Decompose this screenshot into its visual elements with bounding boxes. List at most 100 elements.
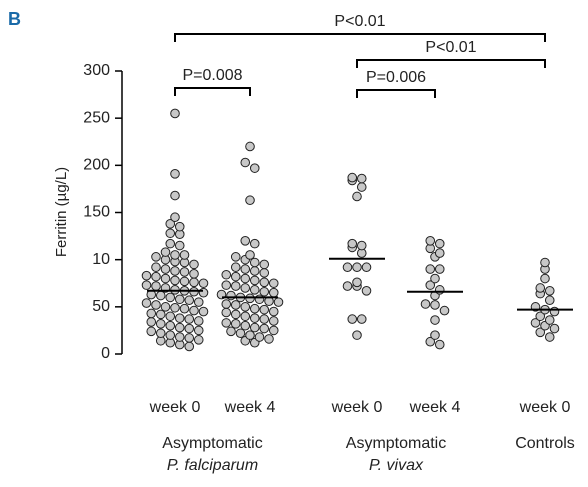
data-point bbox=[540, 273, 550, 284]
data-point bbox=[249, 285, 260, 295]
data-point bbox=[254, 332, 265, 342]
data-point bbox=[245, 141, 255, 152]
data-point bbox=[151, 252, 161, 262]
data-point bbox=[249, 313, 260, 323]
y-tick-label: 0 bbox=[101, 345, 110, 362]
data-point bbox=[268, 278, 279, 289]
data-point bbox=[425, 336, 436, 347]
data-point bbox=[160, 247, 171, 257]
data-point bbox=[249, 238, 260, 249]
data-point bbox=[434, 285, 445, 295]
data-point bbox=[245, 330, 255, 340]
data-point bbox=[155, 319, 166, 329]
data-point bbox=[430, 273, 440, 284]
data-point bbox=[249, 257, 260, 268]
group-sublabel: P. falciparum bbox=[167, 457, 258, 474]
data-point bbox=[273, 297, 284, 307]
data-point bbox=[434, 238, 445, 249]
data-point bbox=[165, 292, 176, 303]
data-point bbox=[160, 264, 171, 274]
data-point bbox=[165, 219, 176, 229]
data-point bbox=[230, 319, 241, 329]
data-point bbox=[249, 322, 260, 333]
data-point bbox=[356, 182, 367, 192]
data-point bbox=[155, 328, 166, 339]
data-point bbox=[230, 281, 241, 291]
data-point bbox=[221, 307, 232, 318]
data-point bbox=[249, 303, 260, 314]
data-point bbox=[179, 250, 190, 260]
y-tick-label: 10 bbox=[92, 251, 110, 268]
data-point bbox=[184, 323, 195, 334]
data-point bbox=[141, 280, 152, 290]
data-point bbox=[268, 316, 279, 326]
panel-label: B bbox=[8, 9, 21, 29]
significance-bracket bbox=[356, 89, 436, 98]
data-point bbox=[170, 266, 180, 276]
data-point bbox=[165, 320, 176, 331]
x-tick-label: week 0 bbox=[149, 399, 201, 416]
data-point bbox=[530, 318, 541, 328]
significance-bracket bbox=[174, 87, 251, 96]
data-point bbox=[174, 294, 185, 305]
x-tick-label: week 0 bbox=[331, 399, 383, 416]
data-point bbox=[179, 267, 190, 277]
y-tick-label: 200 bbox=[83, 157, 110, 174]
data-point bbox=[425, 280, 436, 290]
significance-label: P<0.01 bbox=[425, 39, 476, 56]
data-point bbox=[540, 257, 550, 268]
data-point bbox=[245, 195, 255, 206]
data-point bbox=[146, 317, 157, 327]
data-point bbox=[259, 323, 270, 334]
data-point bbox=[184, 314, 195, 324]
significance-bracket bbox=[174, 33, 546, 42]
data-point bbox=[165, 311, 176, 322]
data-point bbox=[430, 300, 440, 310]
data-point bbox=[535, 283, 546, 293]
data-point bbox=[347, 172, 358, 183]
data-point bbox=[141, 298, 152, 308]
data-point bbox=[240, 302, 251, 312]
significance-label: P=0.008 bbox=[182, 67, 242, 84]
data-point bbox=[430, 330, 440, 340]
data-point bbox=[347, 314, 358, 324]
data-point bbox=[259, 259, 270, 270]
data-point bbox=[221, 269, 232, 280]
data-point bbox=[184, 341, 195, 352]
data-point bbox=[259, 304, 270, 315]
data-point bbox=[356, 314, 367, 324]
data-point bbox=[230, 271, 241, 282]
data-point bbox=[240, 236, 251, 246]
data-point bbox=[245, 250, 255, 260]
data-point bbox=[249, 163, 260, 173]
data-point bbox=[268, 325, 279, 336]
data-point bbox=[179, 303, 190, 314]
data-point bbox=[439, 305, 450, 316]
data-point bbox=[193, 316, 204, 326]
data-point bbox=[189, 305, 199, 316]
y-tick-label: 250 bbox=[83, 109, 110, 126]
data-point bbox=[230, 300, 241, 310]
data-point bbox=[230, 309, 241, 320]
data-point bbox=[249, 275, 260, 286]
y-axis-label: Ferritin (µg/L) bbox=[53, 167, 70, 257]
data-point bbox=[151, 262, 161, 273]
data-point bbox=[342, 281, 353, 291]
data-point bbox=[189, 269, 199, 279]
data-point bbox=[361, 262, 372, 273]
data-point bbox=[420, 299, 431, 309]
data-point bbox=[170, 275, 180, 286]
significance-label: P=0.006 bbox=[366, 69, 426, 86]
data-point bbox=[240, 311, 251, 322]
data-point bbox=[254, 294, 265, 305]
data-point bbox=[174, 221, 185, 232]
data-point bbox=[544, 285, 555, 296]
data-point bbox=[146, 326, 157, 337]
data-point bbox=[352, 191, 362, 202]
data-point bbox=[230, 262, 241, 273]
data-point bbox=[193, 335, 204, 345]
data-point bbox=[352, 277, 362, 288]
data-point bbox=[141, 270, 152, 281]
data-point bbox=[230, 252, 241, 262]
data-point bbox=[146, 308, 157, 319]
